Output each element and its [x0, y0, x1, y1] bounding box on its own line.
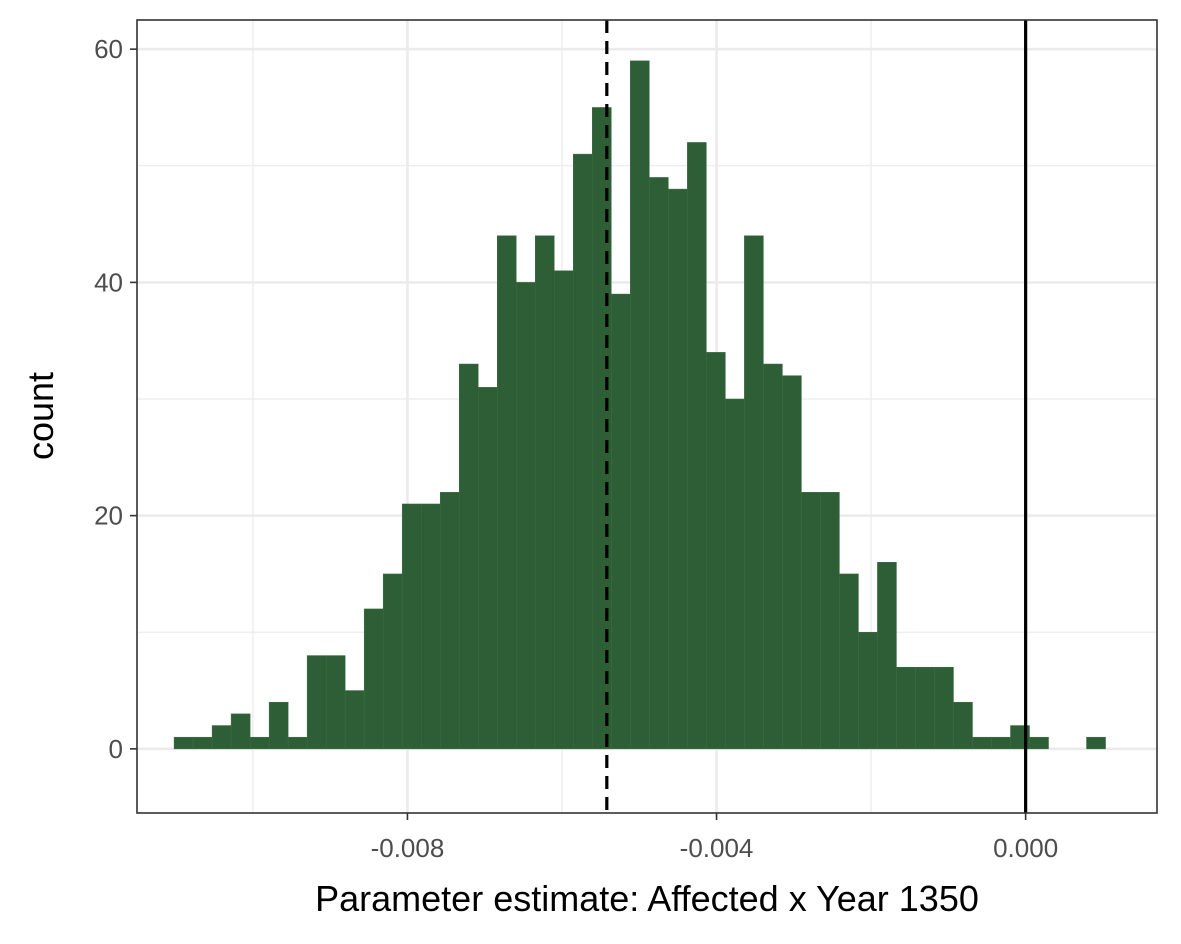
y-tick-label: 0 [109, 734, 123, 764]
histogram-bar [706, 352, 726, 750]
histogram-bar [344, 690, 365, 750]
histogram-bar [306, 655, 327, 750]
histogram-bar [211, 725, 232, 750]
y-tick-label: 60 [94, 34, 123, 64]
histogram-bar [173, 736, 194, 750]
histogram-bar [877, 562, 897, 750]
histogram-bar [401, 503, 422, 750]
histogram-bars [173, 60, 1106, 750]
x-tick-label: -0.004 [680, 833, 754, 863]
histogram-bar [325, 655, 346, 750]
histogram-bar [363, 608, 384, 750]
y-axis: 0 20 40 60 [94, 34, 137, 764]
histogram-bar [496, 235, 517, 750]
x-tick-label: 0.000 [993, 833, 1058, 863]
histogram-bar [668, 188, 688, 750]
histogram-bar [649, 177, 669, 750]
histogram-bar [972, 736, 992, 750]
y-axis-title: count [20, 372, 61, 460]
histogram-bar [934, 666, 954, 750]
histogram-bar [439, 492, 460, 750]
y-tick-label: 40 [94, 267, 123, 297]
histogram-bar [725, 398, 745, 750]
histogram-bar [249, 736, 270, 750]
histogram-bar [915, 666, 935, 750]
histogram-bar [782, 375, 802, 750]
x-axis-title: Parameter estimate: Affected x Year 1350 [315, 878, 979, 919]
histogram-bar [573, 153, 593, 750]
histogram-bar [953, 701, 973, 750]
histogram-bar [820, 492, 840, 750]
histogram-bar [801, 492, 821, 750]
histogram-bar [554, 270, 574, 750]
histogram-bar [477, 387, 498, 750]
y-tick-label: 20 [94, 501, 123, 531]
histogram-bar [630, 60, 650, 750]
histogram-bar [230, 713, 251, 750]
histogram-bar [991, 736, 1011, 750]
histogram-bar [687, 142, 707, 750]
histogram-bar [268, 701, 289, 750]
histogram-bar [611, 293, 631, 750]
histogram-bar [382, 573, 403, 750]
histogram-bar [287, 736, 308, 750]
histogram-bar [420, 503, 441, 750]
histogram-bar [1029, 736, 1049, 750]
histogram-bar [458, 363, 479, 750]
x-tick-label: -0.008 [371, 833, 445, 863]
histogram-bar [1086, 736, 1106, 750]
histogram-bar [763, 363, 783, 750]
histogram-bar [839, 573, 859, 750]
reference-lines [605, 20, 1028, 813]
histogram-bar [516, 282, 536, 750]
histogram-bar [535, 235, 555, 750]
histogram-bar [858, 631, 878, 750]
histogram-bar [592, 107, 612, 750]
histogram-bar [896, 666, 916, 750]
histogram-bar [744, 235, 764, 750]
x-axis: -0.008 -0.004 0.000 [371, 813, 1058, 863]
histogram-bar [192, 736, 213, 750]
plot-panel-border [136, 19, 1158, 814]
